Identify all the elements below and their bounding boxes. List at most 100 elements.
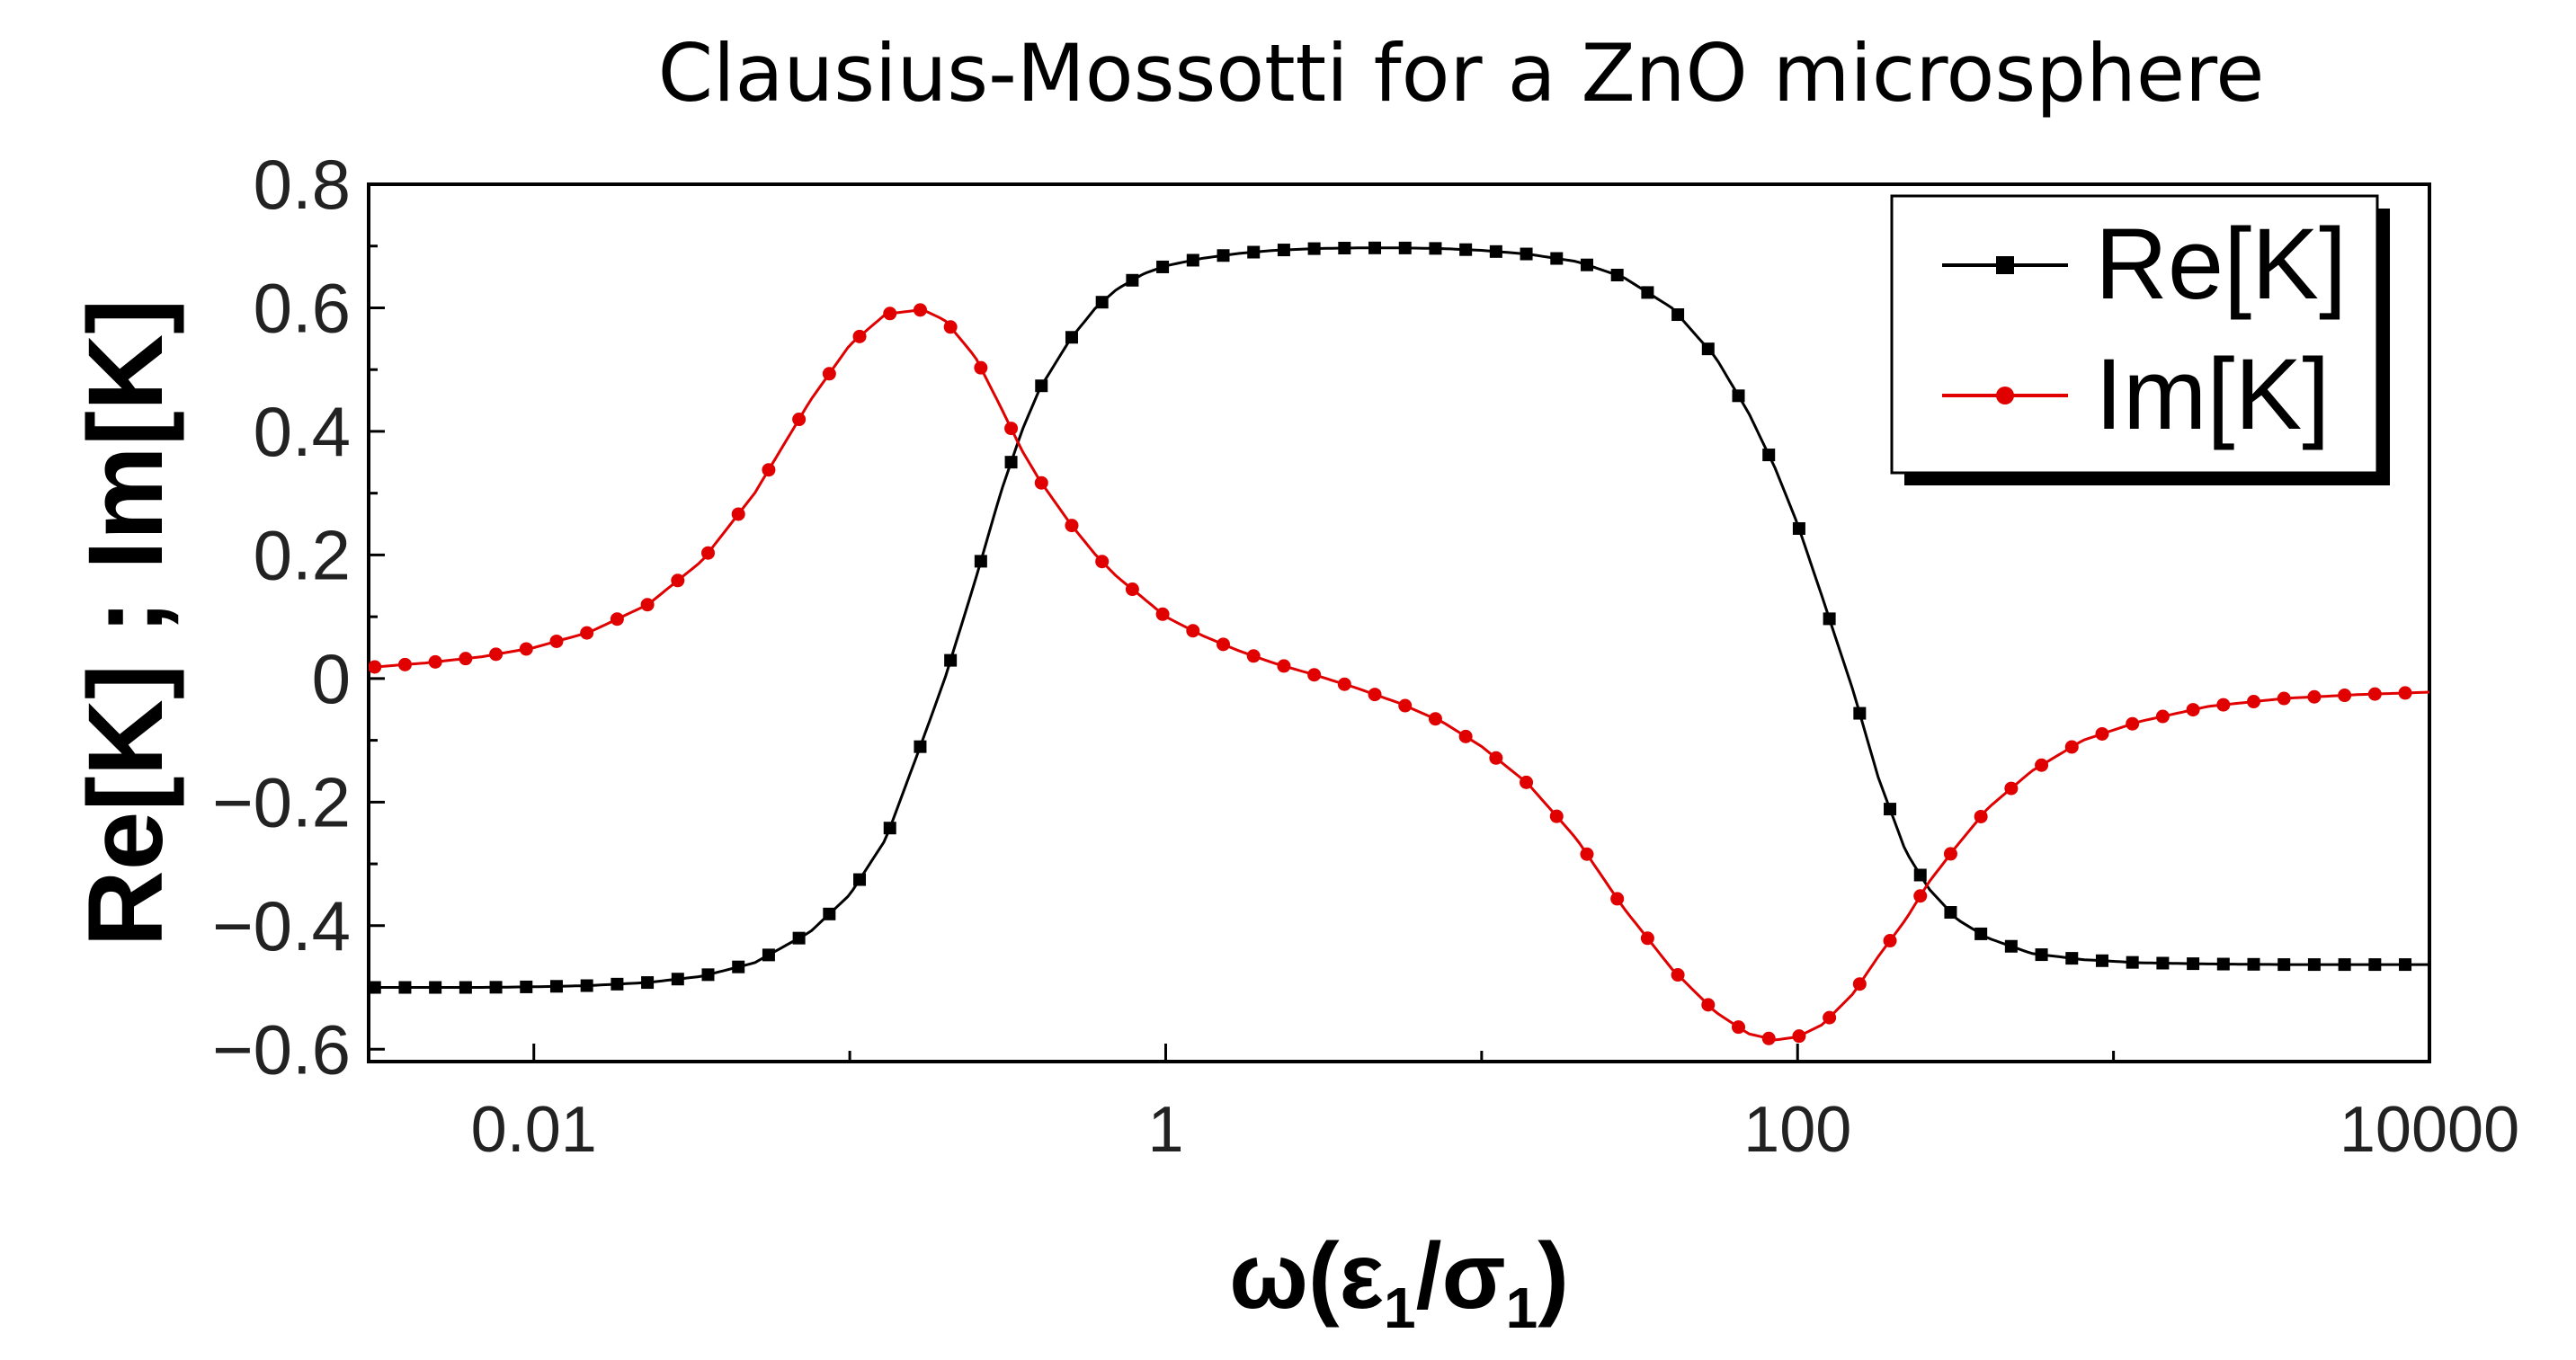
data-point-re — [792, 931, 806, 945]
data-point-im — [1155, 607, 1170, 621]
data-point-im — [1368, 688, 1382, 702]
data-point-re — [489, 981, 503, 994]
data-point-re — [1126, 273, 1139, 287]
data-point-im — [1458, 729, 1473, 743]
data-point-re — [1186, 253, 1199, 267]
plot-area — [367, 182, 2431, 1063]
data-point-re — [1277, 244, 1290, 257]
data-point-re — [2095, 954, 2108, 967]
data-point-im — [2367, 687, 2382, 701]
data-point-im — [1943, 847, 1957, 861]
data-point-im — [1549, 809, 1564, 823]
series-layer — [369, 241, 2429, 1045]
data-point-re — [1610, 268, 1624, 281]
data-point-re — [520, 980, 533, 993]
data-point-im — [1428, 712, 1442, 726]
data-point-im — [1792, 1029, 1806, 1044]
data-point-re — [369, 981, 381, 994]
data-point-im — [2126, 716, 2140, 731]
data-point-re — [1338, 241, 1351, 254]
data-point-re — [2156, 956, 2170, 970]
data-point-im — [1004, 422, 1019, 436]
data-point-re — [1156, 260, 1170, 273]
data-point-re — [1853, 707, 1867, 720]
data-point-im — [489, 647, 504, 662]
data-point-re — [459, 981, 472, 994]
data-point-re — [1792, 521, 1805, 535]
data-point-im — [974, 360, 988, 375]
data-point-re — [2216, 957, 2230, 971]
y-axis-label: Re[K] ; Im[K] — [67, 298, 185, 947]
data-point-im — [2186, 703, 2200, 717]
data-point-re — [1732, 389, 1745, 403]
y-tick-label: 0.6 — [254, 268, 351, 347]
x-axis-ticks: 0.01 1 100 10000 — [471, 1044, 2519, 1166]
data-point-re — [1671, 308, 1685, 322]
data-point-re — [1974, 927, 1988, 940]
data-point-re — [1004, 456, 1018, 469]
data-point-im — [1974, 809, 1988, 823]
legend-label-im: Im[K] — [2095, 338, 2330, 450]
data-point-re — [853, 873, 867, 886]
data-point-im — [822, 367, 836, 381]
data-point-re — [2399, 958, 2412, 972]
data-point-im — [428, 654, 442, 669]
data-point-im — [2216, 698, 2231, 712]
data-point-im — [1034, 476, 1048, 490]
data-point-im — [2095, 726, 2109, 741]
data-point-re — [1884, 803, 1897, 816]
data-point-re — [1398, 241, 1412, 254]
data-point-re — [1065, 331, 1078, 344]
data-point-im — [1125, 582, 1139, 597]
y-tick-label: 0.8 — [254, 145, 351, 224]
data-point-im — [580, 626, 594, 640]
data-point-im — [640, 598, 655, 612]
data-point-im — [519, 642, 533, 656]
data-point-re — [1429, 242, 1442, 255]
data-point-im — [943, 320, 958, 334]
data-point-im — [1277, 659, 1291, 673]
data-point-re — [1944, 906, 1957, 920]
data-point-re — [1550, 252, 1564, 265]
data-point-im — [1701, 998, 1716, 1012]
data-point-re — [429, 981, 442, 994]
data-point-re — [2065, 952, 2079, 965]
data-point-re — [1035, 379, 1048, 393]
data-point-im — [2398, 686, 2412, 700]
data-point-im — [459, 652, 473, 666]
data-point-im — [2338, 689, 2352, 703]
data-point-im — [1732, 1020, 1746, 1035]
data-point-im — [1640, 931, 1654, 946]
data-point-im — [762, 463, 776, 477]
data-point-im — [1337, 677, 1351, 691]
x-tick-label: 100 — [1743, 1094, 1851, 1166]
data-point-re — [732, 960, 745, 973]
data-point-re — [1701, 342, 1715, 356]
data-point-re — [1307, 242, 1321, 255]
data-point-re — [1913, 868, 1927, 882]
data-point-im — [883, 307, 897, 321]
y-axis-ticks: 0.8 0.6 0.4 0.2 0 −0.2 −0.4 −0.6 — [212, 145, 385, 1089]
data-point-re — [671, 973, 684, 986]
data-point-im — [2035, 758, 2049, 772]
data-point-im — [671, 573, 685, 588]
data-point-re — [1368, 241, 1382, 254]
data-point-im — [610, 612, 624, 627]
data-point-im — [1913, 889, 1928, 903]
data-point-im — [2247, 695, 2261, 709]
data-point-re — [2126, 956, 2139, 969]
data-point-re — [2338, 958, 2351, 972]
data-point-im — [2064, 740, 2079, 754]
data-point-im — [1217, 637, 1231, 652]
y-tick-label: −0.2 — [212, 762, 351, 841]
data-point-re — [2035, 948, 2048, 962]
data-point-re — [1247, 245, 1261, 259]
data-point-re — [1459, 243, 1473, 256]
data-point-re — [580, 979, 593, 992]
data-point-im — [1095, 555, 1110, 569]
data-point-re — [1095, 296, 1109, 309]
data-point-re — [611, 977, 624, 991]
data-point-re — [2277, 958, 2291, 972]
data-point-im — [1489, 751, 1503, 765]
